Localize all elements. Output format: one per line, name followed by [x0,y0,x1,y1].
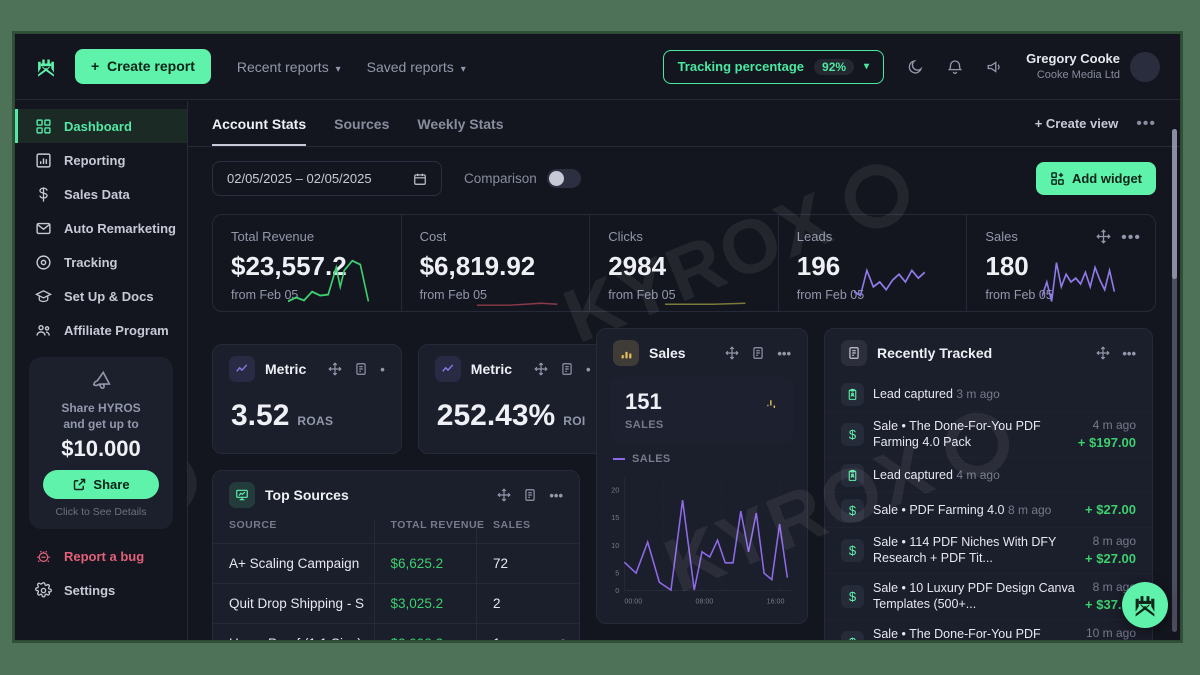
svg-text:0: 0 [615,587,619,595]
svg-text:10: 10 [611,542,619,550]
svg-text:15: 15 [611,514,619,522]
svg-text:5: 5 [615,570,619,578]
svg-text:00:00: 00:00 [624,598,642,606]
svg-text:08:00: 08:00 [696,598,714,606]
svg-text:16:00: 16:00 [767,598,785,606]
svg-text:20: 20 [611,486,619,494]
